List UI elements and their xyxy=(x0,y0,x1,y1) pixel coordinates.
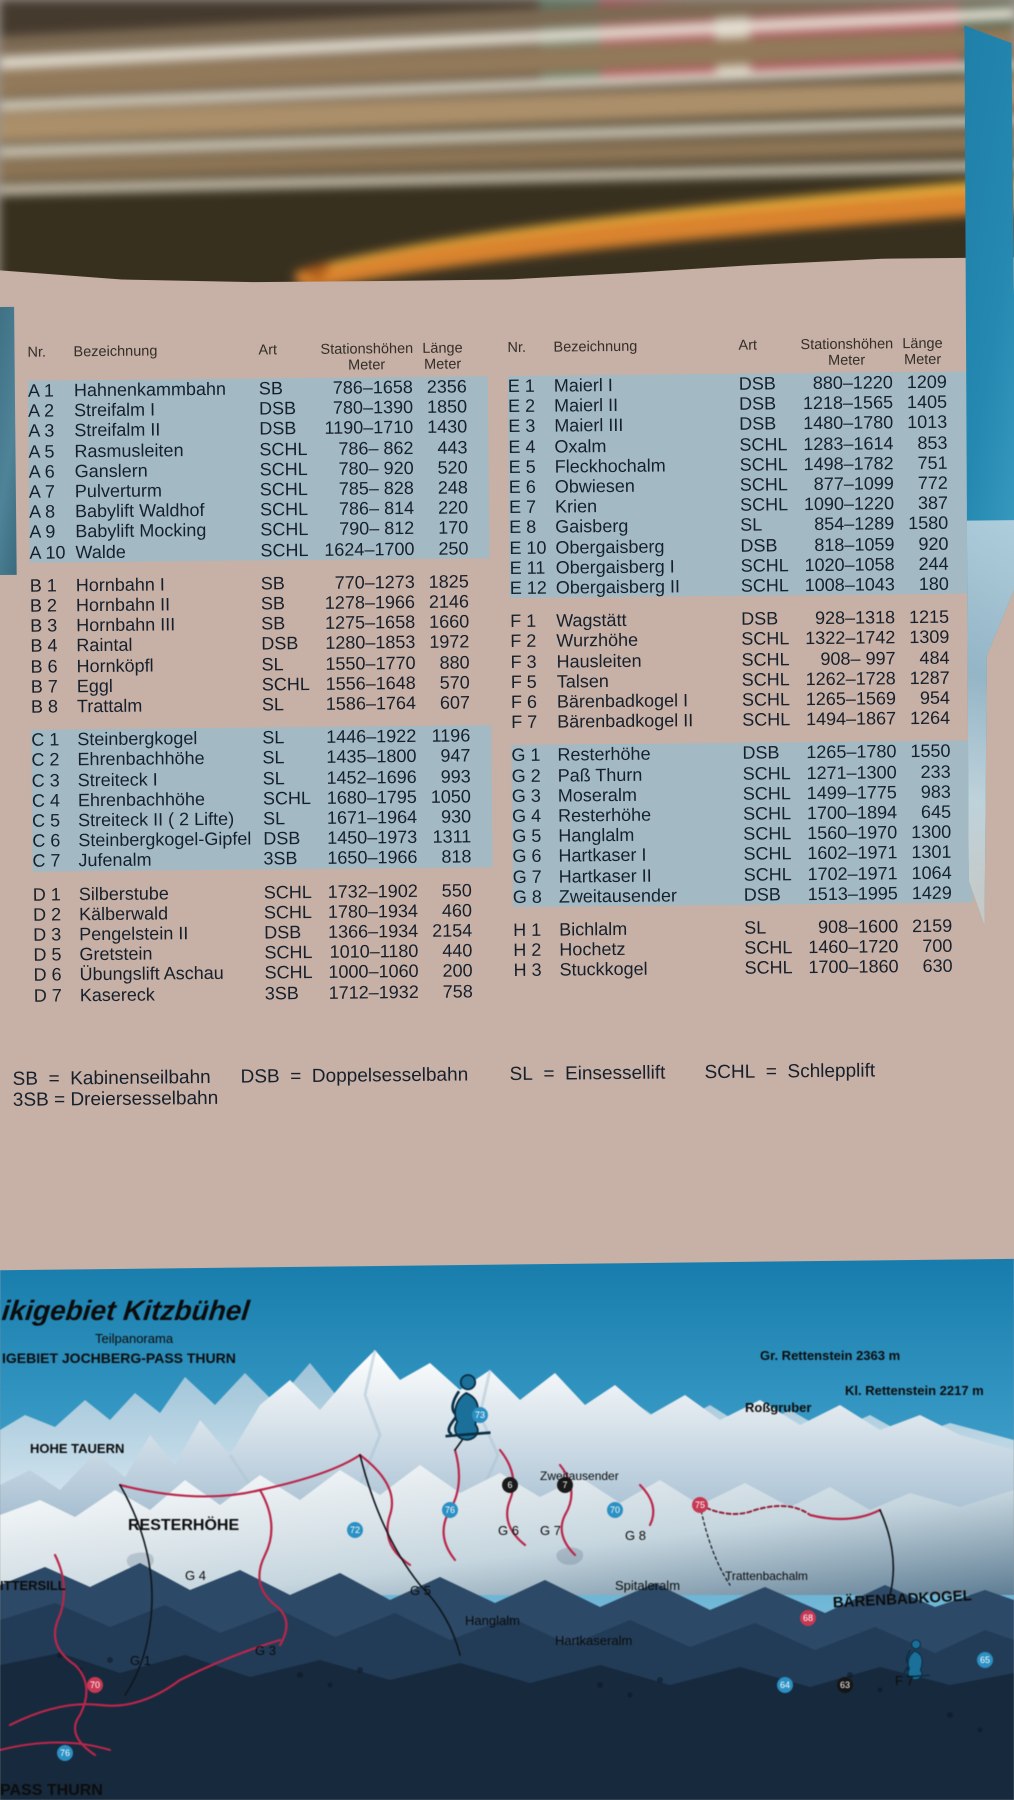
svg-text:F 7: F 7 xyxy=(895,1673,914,1688)
svg-text:G 3: G 3 xyxy=(255,1643,276,1658)
svg-text:G 4: G 4 xyxy=(185,1568,206,1583)
svg-text:Hartkaseralm: Hartkaseralm xyxy=(555,1633,632,1648)
svg-text:G 5: G 5 xyxy=(410,1583,431,1598)
svg-text:6: 6 xyxy=(507,1480,512,1490)
svg-text:64: 64 xyxy=(780,1680,790,1690)
svg-text:73: 73 xyxy=(475,1410,485,1420)
svg-text:Kl. Rettenstein 2217 m: Kl. Rettenstein 2217 m xyxy=(845,1383,984,1398)
svg-text:63: 63 xyxy=(840,1680,850,1690)
svg-text:G 1: G 1 xyxy=(130,1653,151,1668)
svg-text:Zweitausender: Zweitausender xyxy=(540,1469,619,1483)
svg-text:75: 75 xyxy=(695,1500,705,1510)
svg-text:72: 72 xyxy=(350,1525,360,1535)
svg-text:ikigebiet Kitzbühel: ikigebiet Kitzbühel xyxy=(1,1295,253,1326)
svg-text:Teilpanorama: Teilpanorama xyxy=(95,1331,174,1346)
svg-text:HOHE TAUERN: HOHE TAUERN xyxy=(30,1441,124,1456)
svg-text:Hanglalm: Hanglalm xyxy=(465,1613,520,1628)
svg-text:70: 70 xyxy=(610,1505,620,1515)
svg-text:Gr. Rettenstein 2363 m: Gr. Rettenstein 2363 m xyxy=(760,1348,900,1363)
svg-text:Roßgruber: Roßgruber xyxy=(745,1400,811,1415)
svg-text:ITTERSILL: ITTERSILL xyxy=(0,1578,66,1593)
svg-text:Spitaleralm: Spitaleralm xyxy=(615,1578,680,1593)
svg-text:IGEBIET JOCHBERG-PASS THURN: IGEBIET JOCHBERG-PASS THURN xyxy=(2,1350,236,1366)
svg-text:G 8: G 8 xyxy=(625,1528,646,1543)
svg-text:70: 70 xyxy=(90,1680,100,1690)
svg-text:76: 76 xyxy=(445,1505,455,1515)
svg-text:65: 65 xyxy=(980,1655,990,1665)
svg-text:Trattenbachalm: Trattenbachalm xyxy=(725,1569,808,1583)
svg-text:76: 76 xyxy=(60,1748,70,1758)
svg-text:G 7: G 7 xyxy=(540,1523,561,1538)
svg-text:68: 68 xyxy=(803,1613,813,1623)
svg-text:PASS THURN: PASS THURN xyxy=(0,1782,103,1799)
svg-text:G 6: G 6 xyxy=(498,1523,519,1538)
svg-text:RESTERHÖHE: RESTERHÖHE xyxy=(128,1515,239,1534)
